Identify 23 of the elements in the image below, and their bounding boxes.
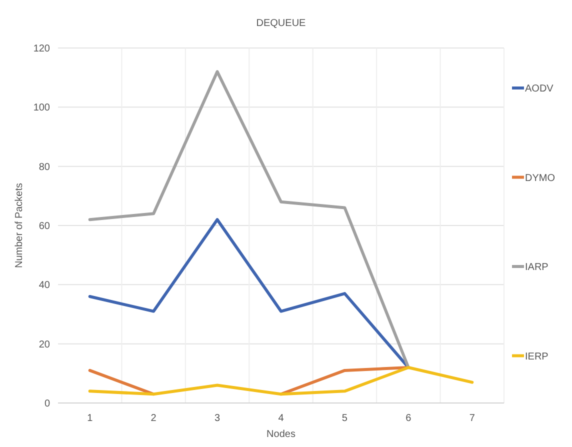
x-tick-label: 4 [278, 413, 284, 424]
x-tick-label: 6 [406, 413, 412, 424]
x-tick-label: 5 [342, 413, 348, 424]
y-tick-label: 80 [38, 162, 50, 173]
y-axis-title: Number of Packets [14, 182, 25, 268]
legend-label: IERP [525, 351, 549, 362]
line-series [88, 366, 474, 396]
x-tick-label: 2 [150, 413, 157, 424]
y-tick-label: 120 [33, 44, 50, 54]
x-axis-title: Nodes [266, 429, 296, 440]
line-series [88, 70, 410, 369]
x-tick-label: 3 [214, 413, 221, 424]
x-tick-label: 1 [87, 413, 94, 424]
legend-label: AODV [525, 84, 554, 94]
y-tick-label: 40 [38, 280, 50, 292]
y-tick-label: 20 [38, 339, 50, 350]
legend-label: DYMO [525, 172, 556, 184]
legend-label: IARP [525, 262, 549, 273]
y-tick-label: 60 [38, 221, 50, 232]
y-tick-label: 100 [33, 102, 50, 114]
x-tick-label: 7 [469, 413, 476, 424]
chart-title: DEQUEUE [256, 18, 306, 29]
y-tick-label: 0 [44, 398, 50, 410]
